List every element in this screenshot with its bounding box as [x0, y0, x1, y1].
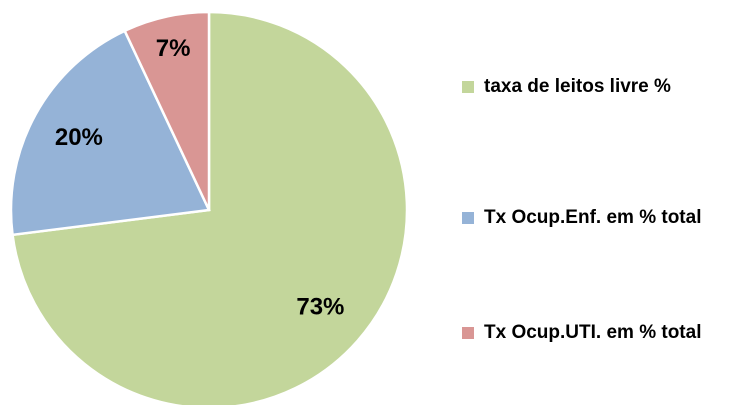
pie-slice: [9, 29, 211, 237]
data-label: 20%: [55, 124, 103, 151]
legend-swatch: [462, 327, 474, 339]
legend-label: Tx Ocup.Enf. em % total: [484, 207, 701, 228]
legend-swatch: [462, 212, 474, 224]
data-label: 7%: [156, 35, 191, 62]
pie-slice: [123, 10, 211, 211]
legend-label: Tx Ocup.UTI. em % total: [484, 322, 701, 343]
data-label: 73%: [296, 294, 344, 321]
legend-swatch: [462, 81, 474, 93]
legend-label: taxa de leitos livre %: [484, 76, 671, 97]
